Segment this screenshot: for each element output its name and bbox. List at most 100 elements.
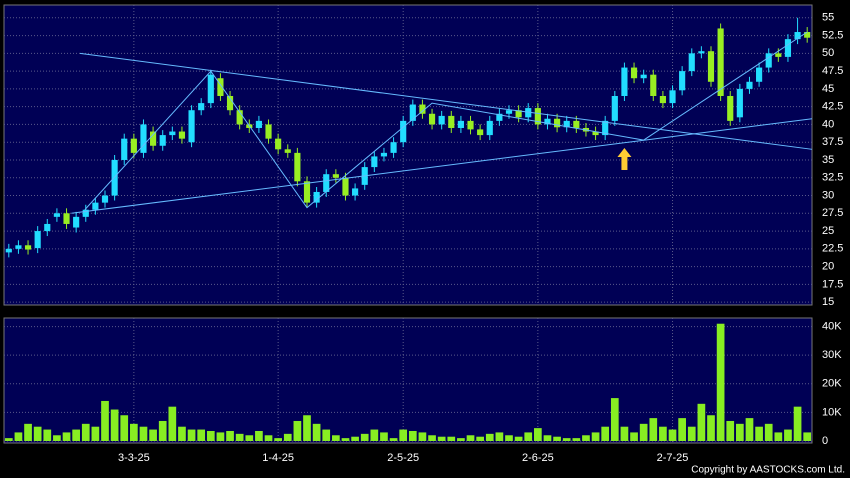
candle-body — [563, 120, 570, 128]
y-tick-label: 27.5 — [822, 207, 843, 219]
volume-bar — [158, 420, 167, 441]
x-tick-label: 3-3-25 — [118, 452, 150, 464]
candle-body — [640, 74, 647, 79]
volume-bar — [303, 415, 311, 441]
candle-body — [150, 131, 157, 146]
candle-body — [496, 113, 503, 121]
candle-body — [188, 110, 195, 143]
candle-body — [621, 67, 628, 96]
volume-bar — [312, 423, 321, 441]
candle-body — [765, 53, 772, 68]
candle-body — [198, 103, 205, 111]
y-tick-label: 45 — [822, 83, 834, 95]
volume-bar — [697, 403, 706, 441]
volume-bar — [91, 426, 100, 441]
candle-body — [101, 195, 109, 203]
candle-body — [419, 104, 426, 114]
y-tick-label: 32.5 — [822, 172, 843, 184]
candle-body — [669, 90, 676, 104]
candle-body — [73, 216, 80, 228]
volume-bar — [601, 426, 610, 441]
candle-body — [659, 95, 666, 104]
volume-bar — [4, 438, 13, 441]
x-tick-label: 2-6-25 — [522, 452, 554, 464]
candle-body — [592, 131, 599, 136]
candle-body — [380, 152, 388, 157]
candle-body — [515, 110, 522, 118]
candle-body — [630, 67, 638, 79]
volume-bar — [678, 418, 686, 441]
candle-body — [342, 177, 349, 196]
volume-bar — [245, 435, 254, 441]
candle-body — [602, 120, 609, 136]
y-tick-label: 25 — [822, 225, 834, 237]
candle-body — [400, 120, 407, 143]
trend-line — [79, 52, 813, 150]
candle-body — [409, 104, 416, 121]
candle-body — [24, 245, 32, 250]
volume-bar — [178, 426, 186, 441]
volume-bar — [62, 432, 71, 441]
candle-body — [794, 32, 801, 40]
candle-body — [544, 118, 551, 125]
candle-body — [284, 149, 291, 153]
candle-body — [121, 138, 128, 160]
candle-body — [505, 110, 513, 114]
y-tick-label: 47.5 — [822, 65, 843, 77]
candle-body — [784, 39, 792, 57]
candle-body — [15, 245, 22, 249]
volume-bar — [81, 423, 90, 441]
volume-bar — [736, 423, 744, 441]
candle-body — [390, 142, 397, 153]
volume-bar — [293, 420, 302, 441]
candle-body — [428, 113, 436, 125]
y-tick-label: 15 — [822, 296, 834, 308]
volume-bar — [764, 423, 773, 441]
volume-bar — [784, 429, 792, 441]
candle-body — [688, 53, 695, 72]
candle-body — [323, 174, 330, 192]
candle-body — [130, 138, 137, 153]
volume-bar — [630, 432, 638, 441]
v-tick-label: 20K — [822, 378, 842, 390]
volume-bar — [206, 430, 215, 441]
candle-body — [438, 115, 445, 125]
volume-bar — [332, 435, 340, 441]
volume-bar — [582, 435, 590, 441]
y-tick-label: 22.5 — [822, 243, 843, 255]
volume-bar — [543, 435, 552, 441]
volume-bar — [457, 438, 465, 441]
candle-body — [371, 156, 378, 168]
volume-bar — [360, 433, 369, 441]
volume-bar — [668, 429, 677, 441]
volume-bar — [562, 438, 571, 441]
volume-bar — [389, 438, 398, 441]
volume-bar — [72, 429, 80, 441]
candle-body — [275, 138, 282, 150]
volume-bar — [726, 420, 735, 441]
volume-bar — [255, 430, 263, 441]
candle-body — [159, 135, 166, 146]
candle-body — [746, 81, 753, 89]
volume-bar — [283, 433, 292, 441]
volume-bar — [659, 426, 667, 441]
volume-bar — [505, 435, 513, 441]
v-tick-label: 30K — [822, 349, 842, 361]
candle-body — [698, 51, 705, 54]
candle-body — [217, 78, 224, 96]
volume-bar — [466, 435, 475, 441]
volume-bar — [514, 436, 523, 441]
candle-body — [477, 129, 484, 136]
candle-body — [707, 51, 715, 82]
volume-bar — [639, 423, 648, 441]
arrow — [617, 147, 632, 170]
candle-body — [178, 131, 186, 139]
candle-body — [92, 202, 99, 210]
candle-body — [294, 152, 301, 182]
volume-bar — [524, 432, 533, 441]
volume-bar — [24, 423, 32, 441]
y-tick-label: 30 — [822, 189, 834, 201]
y-tick-label: 52.5 — [822, 29, 843, 41]
volume-bar — [591, 432, 600, 441]
volume-bar — [707, 415, 715, 441]
